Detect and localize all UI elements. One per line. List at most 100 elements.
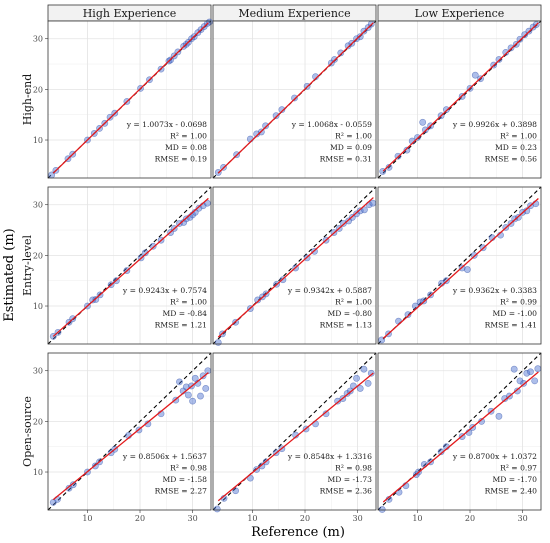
stats-annotation: y = 0.8506x + 1.5637 <box>122 452 207 461</box>
panel: y = 0.8506x + 1.5637 R² = 0.98 MD = -1.58 R… <box>33 352 212 523</box>
regression-line <box>217 197 374 338</box>
data-point <box>442 106 450 114</box>
data-point <box>176 378 183 386</box>
data-point <box>69 481 77 489</box>
stats-annotation: R² = 1.00 <box>170 298 207 307</box>
data-point <box>353 374 360 382</box>
panel-border <box>47 352 212 511</box>
stats-annotation: RMSE = 1.13 <box>320 321 373 330</box>
stats-annotation: R² = 0.98 <box>170 464 207 473</box>
y-tick-label: 20 <box>33 85 43 94</box>
data-point <box>516 35 524 43</box>
y-tick-label: 10 <box>33 302 43 311</box>
data-point <box>516 377 524 385</box>
regression-line <box>382 371 539 503</box>
panel-border <box>377 186 542 345</box>
data-point <box>213 505 221 513</box>
data-point <box>403 146 411 154</box>
data-point <box>385 163 393 171</box>
stats-annotation: MD = -0.84 <box>162 309 207 318</box>
stats-annotation: R² = 0.97 <box>500 464 537 473</box>
data-point <box>278 106 286 114</box>
data-point <box>378 336 386 344</box>
stats-annotation: y = 0.8700x + 1.0372 <box>452 452 537 461</box>
panel-border <box>47 186 212 345</box>
x-tick-label: 30 <box>353 514 363 523</box>
panel: y = 0.9362x + 0.3383 R² = 0.99 MD = -1.00 R… <box>377 186 542 345</box>
stats-annotation: RMSE = 0.31 <box>320 155 372 164</box>
regression-line <box>52 372 209 501</box>
data-point <box>361 206 368 214</box>
stats-annotation: MD = -1.73 <box>327 475 372 484</box>
x-tick-label: 30 <box>518 514 528 523</box>
data-point <box>197 392 204 400</box>
y-tick-label: 10 <box>33 136 43 145</box>
data-point <box>272 112 280 120</box>
data-point <box>495 56 503 63</box>
stats-annotation: y = 0.8548x + 1.3316 <box>287 452 372 461</box>
y-tick-label: 30 <box>33 35 43 44</box>
data-point <box>356 207 364 215</box>
regression-line <box>52 22 209 174</box>
data-point <box>421 126 429 134</box>
data-point <box>312 73 319 81</box>
y-axis-title: Estimated (m) <box>2 228 17 321</box>
panel: y = 0.9926x + 0.3898 R² = 1.00 MD = 0.23 RM… <box>377 20 542 179</box>
stats-annotation: y = 1.0068x - 0.0559 <box>291 120 372 129</box>
stats-annotation: R² = 1.00 <box>335 298 372 307</box>
stats-annotation: MD = -0.80 <box>327 309 372 318</box>
data-point <box>254 296 262 304</box>
data-point <box>141 249 149 257</box>
stats-annotation: MD = 0.09 <box>330 143 372 152</box>
y-tick-label: 20 <box>33 251 43 260</box>
panel: y = 1.0068x - 0.0559 R² = 1.00 MD = 0.09 RM… <box>212 20 377 179</box>
stats-annotation: RMSE = 2.40 <box>485 487 538 496</box>
x-tick-label: 10 <box>82 514 92 523</box>
data-point <box>502 49 510 56</box>
stats-annotation: R² = 0.99 <box>500 298 537 307</box>
data-point <box>404 311 412 319</box>
data-point <box>507 44 515 52</box>
regression-line <box>52 197 209 337</box>
y-tick-label: 20 <box>33 417 43 426</box>
regression-line <box>217 372 374 502</box>
data-point <box>523 207 531 215</box>
data-point <box>149 242 157 250</box>
regression-line <box>382 197 539 339</box>
stats-annotation: RMSE = 1.41 <box>485 321 537 330</box>
x-tick-label: 10 <box>412 514 422 523</box>
panel-border <box>212 186 377 345</box>
data-point <box>195 204 203 212</box>
stats-annotation: MD = -1.58 <box>162 475 207 484</box>
panel-border <box>377 352 542 511</box>
data-point <box>534 365 542 373</box>
stats-annotation: R² = 1.00 <box>335 132 372 141</box>
panel: y = 0.9243x + 0.7574 R² = 1.00 MD = -0.84 R… <box>33 186 212 345</box>
stats-annotation: R² = 0.98 <box>335 464 372 473</box>
stats-annotation: y = 0.9342x + 0.5887 <box>287 286 372 295</box>
identity-line <box>377 20 542 179</box>
stats-annotation: MD = 0.08 <box>165 143 207 152</box>
data-point <box>510 365 518 373</box>
data-point <box>531 377 539 385</box>
x-tick-label: 20 <box>135 514 145 523</box>
x-tick-label: 20 <box>300 514 310 523</box>
column-strip-label: Medium Experience <box>238 7 350 20</box>
data-point <box>202 385 210 392</box>
stats-annotation: MD = 0.23 <box>495 143 537 152</box>
data-point <box>419 118 427 126</box>
data-point <box>344 42 352 50</box>
identity-line <box>212 352 377 511</box>
data-point <box>346 387 354 395</box>
identity-line <box>47 352 212 511</box>
stats-annotation: y = 1.0073x - 0.0698 <box>126 120 207 129</box>
data-point <box>337 49 345 57</box>
panel-grid: High Experience Medium Experience Low Expe… <box>21 4 542 523</box>
panel: y = 0.8548x + 1.3316 R² = 0.98 MD = -1.73 R… <box>212 352 377 523</box>
x-tick-label: 10 <box>247 514 257 523</box>
stats-annotation: R² = 1.00 <box>170 132 207 141</box>
stats-annotation: y = 0.9926x + 0.3898 <box>452 120 537 129</box>
row-label: Open-source <box>21 396 34 467</box>
y-tick-label: 30 <box>33 367 43 376</box>
panel-border <box>377 20 542 179</box>
